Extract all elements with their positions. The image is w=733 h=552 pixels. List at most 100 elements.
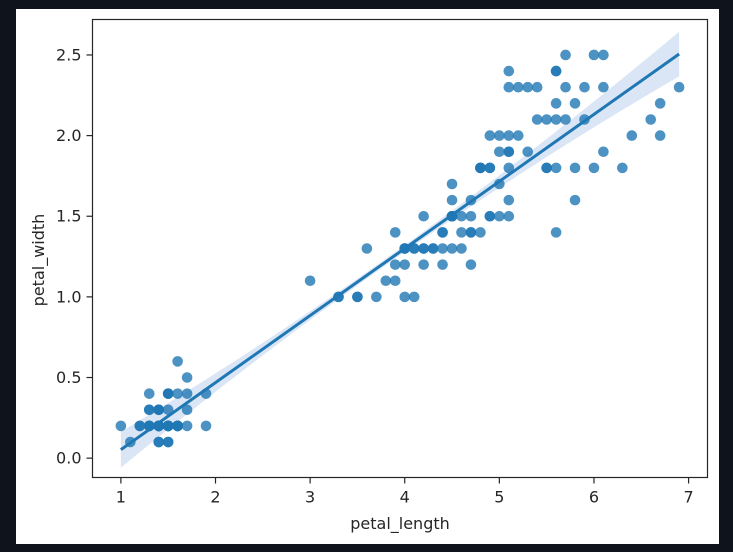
data-point (181, 388, 193, 399)
y-tick-label: 0.0 (56, 449, 81, 468)
data-point (550, 162, 562, 174)
y-tick-label: 1.5 (56, 207, 81, 226)
data-point (588, 49, 600, 61)
data-point (418, 210, 429, 222)
data-point (389, 275, 401, 287)
x-tick-label: 5 (494, 488, 504, 507)
data-point (503, 65, 515, 77)
data-point (598, 81, 609, 93)
regression-line (120, 52, 680, 451)
y-tick-label: 2.0 (56, 126, 81, 145)
data-point (484, 162, 496, 174)
data-point (115, 420, 127, 432)
y-tick-label: 1.0 (56, 287, 81, 306)
data-point (162, 436, 174, 448)
data-point (512, 81, 524, 93)
data-point (654, 98, 666, 109)
data-point (560, 81, 571, 93)
data-point (550, 114, 562, 125)
data-point (352, 291, 363, 303)
x-tick-label: 4 (400, 488, 410, 507)
data-point (475, 227, 486, 238)
data-point (626, 130, 638, 141)
data-point (475, 162, 486, 174)
data-point (153, 436, 165, 448)
data-point (494, 210, 505, 222)
data-point (200, 420, 212, 432)
data-point (418, 259, 429, 270)
x-axis-label: petal_length (350, 514, 450, 534)
data-point (446, 243, 458, 254)
data-point (569, 98, 581, 109)
data-point (134, 420, 146, 432)
data-point (389, 227, 401, 238)
data-point (172, 388, 183, 399)
data-point (494, 146, 505, 158)
data-point (541, 114, 552, 125)
y-axis: 0.0 0.5 1.0 1.5 2.0 2.5 (56, 45, 93, 468)
data-point (503, 210, 515, 222)
data-point (437, 243, 448, 254)
regression-line-layer (120, 52, 680, 451)
data-point (181, 372, 193, 383)
data-point (541, 162, 552, 174)
data-point (465, 259, 477, 270)
data-point (408, 243, 420, 254)
data-point (456, 227, 467, 238)
data-point (673, 81, 685, 93)
data-point (172, 420, 183, 432)
data-point (408, 291, 420, 303)
y-axis-label: petal_width (29, 214, 49, 307)
x-tick-label: 2 (210, 488, 220, 507)
data-point (550, 227, 562, 238)
data-point (361, 243, 373, 254)
data-point (456, 243, 467, 254)
y-tick-label: 2.5 (56, 45, 81, 64)
data-point (371, 291, 382, 303)
data-point (588, 162, 600, 174)
data-point (181, 404, 193, 416)
data-point (456, 210, 467, 222)
data-point (522, 146, 534, 158)
data-point (503, 81, 515, 93)
x-tick-label: 7 (683, 488, 693, 507)
data-point (484, 210, 496, 222)
data-point (304, 275, 316, 287)
data-point (389, 259, 401, 270)
data-point (560, 49, 571, 61)
y-tick-label: 0.5 (56, 368, 81, 387)
data-point (418, 243, 429, 254)
data-point (598, 146, 609, 158)
data-point (153, 404, 165, 416)
data-point (437, 259, 448, 270)
data-point (503, 130, 515, 141)
data-point (503, 194, 515, 206)
data-point (446, 178, 458, 190)
data-point (162, 388, 174, 399)
data-point (181, 420, 193, 432)
data-point (427, 243, 439, 254)
data-point (598, 49, 609, 61)
data-point (550, 65, 562, 77)
data-point (617, 162, 628, 174)
x-tick-label: 3 (305, 488, 315, 507)
data-point (512, 130, 524, 141)
data-point (399, 259, 411, 270)
data-point (172, 356, 183, 367)
data-point (503, 162, 515, 174)
plot-frame (91, 18, 709, 479)
data-point (162, 420, 174, 432)
data-point (531, 81, 543, 93)
x-axis: 1 2 3 4 5 6 7 (116, 477, 694, 507)
data-point (569, 194, 581, 206)
data-point (560, 114, 571, 125)
x-tick-label: 6 (589, 488, 599, 507)
data-point (522, 81, 534, 93)
data-point (579, 81, 590, 93)
data-point (465, 227, 477, 238)
x-tick-label: 1 (116, 488, 126, 507)
data-point (503, 146, 515, 158)
data-point (531, 114, 543, 125)
